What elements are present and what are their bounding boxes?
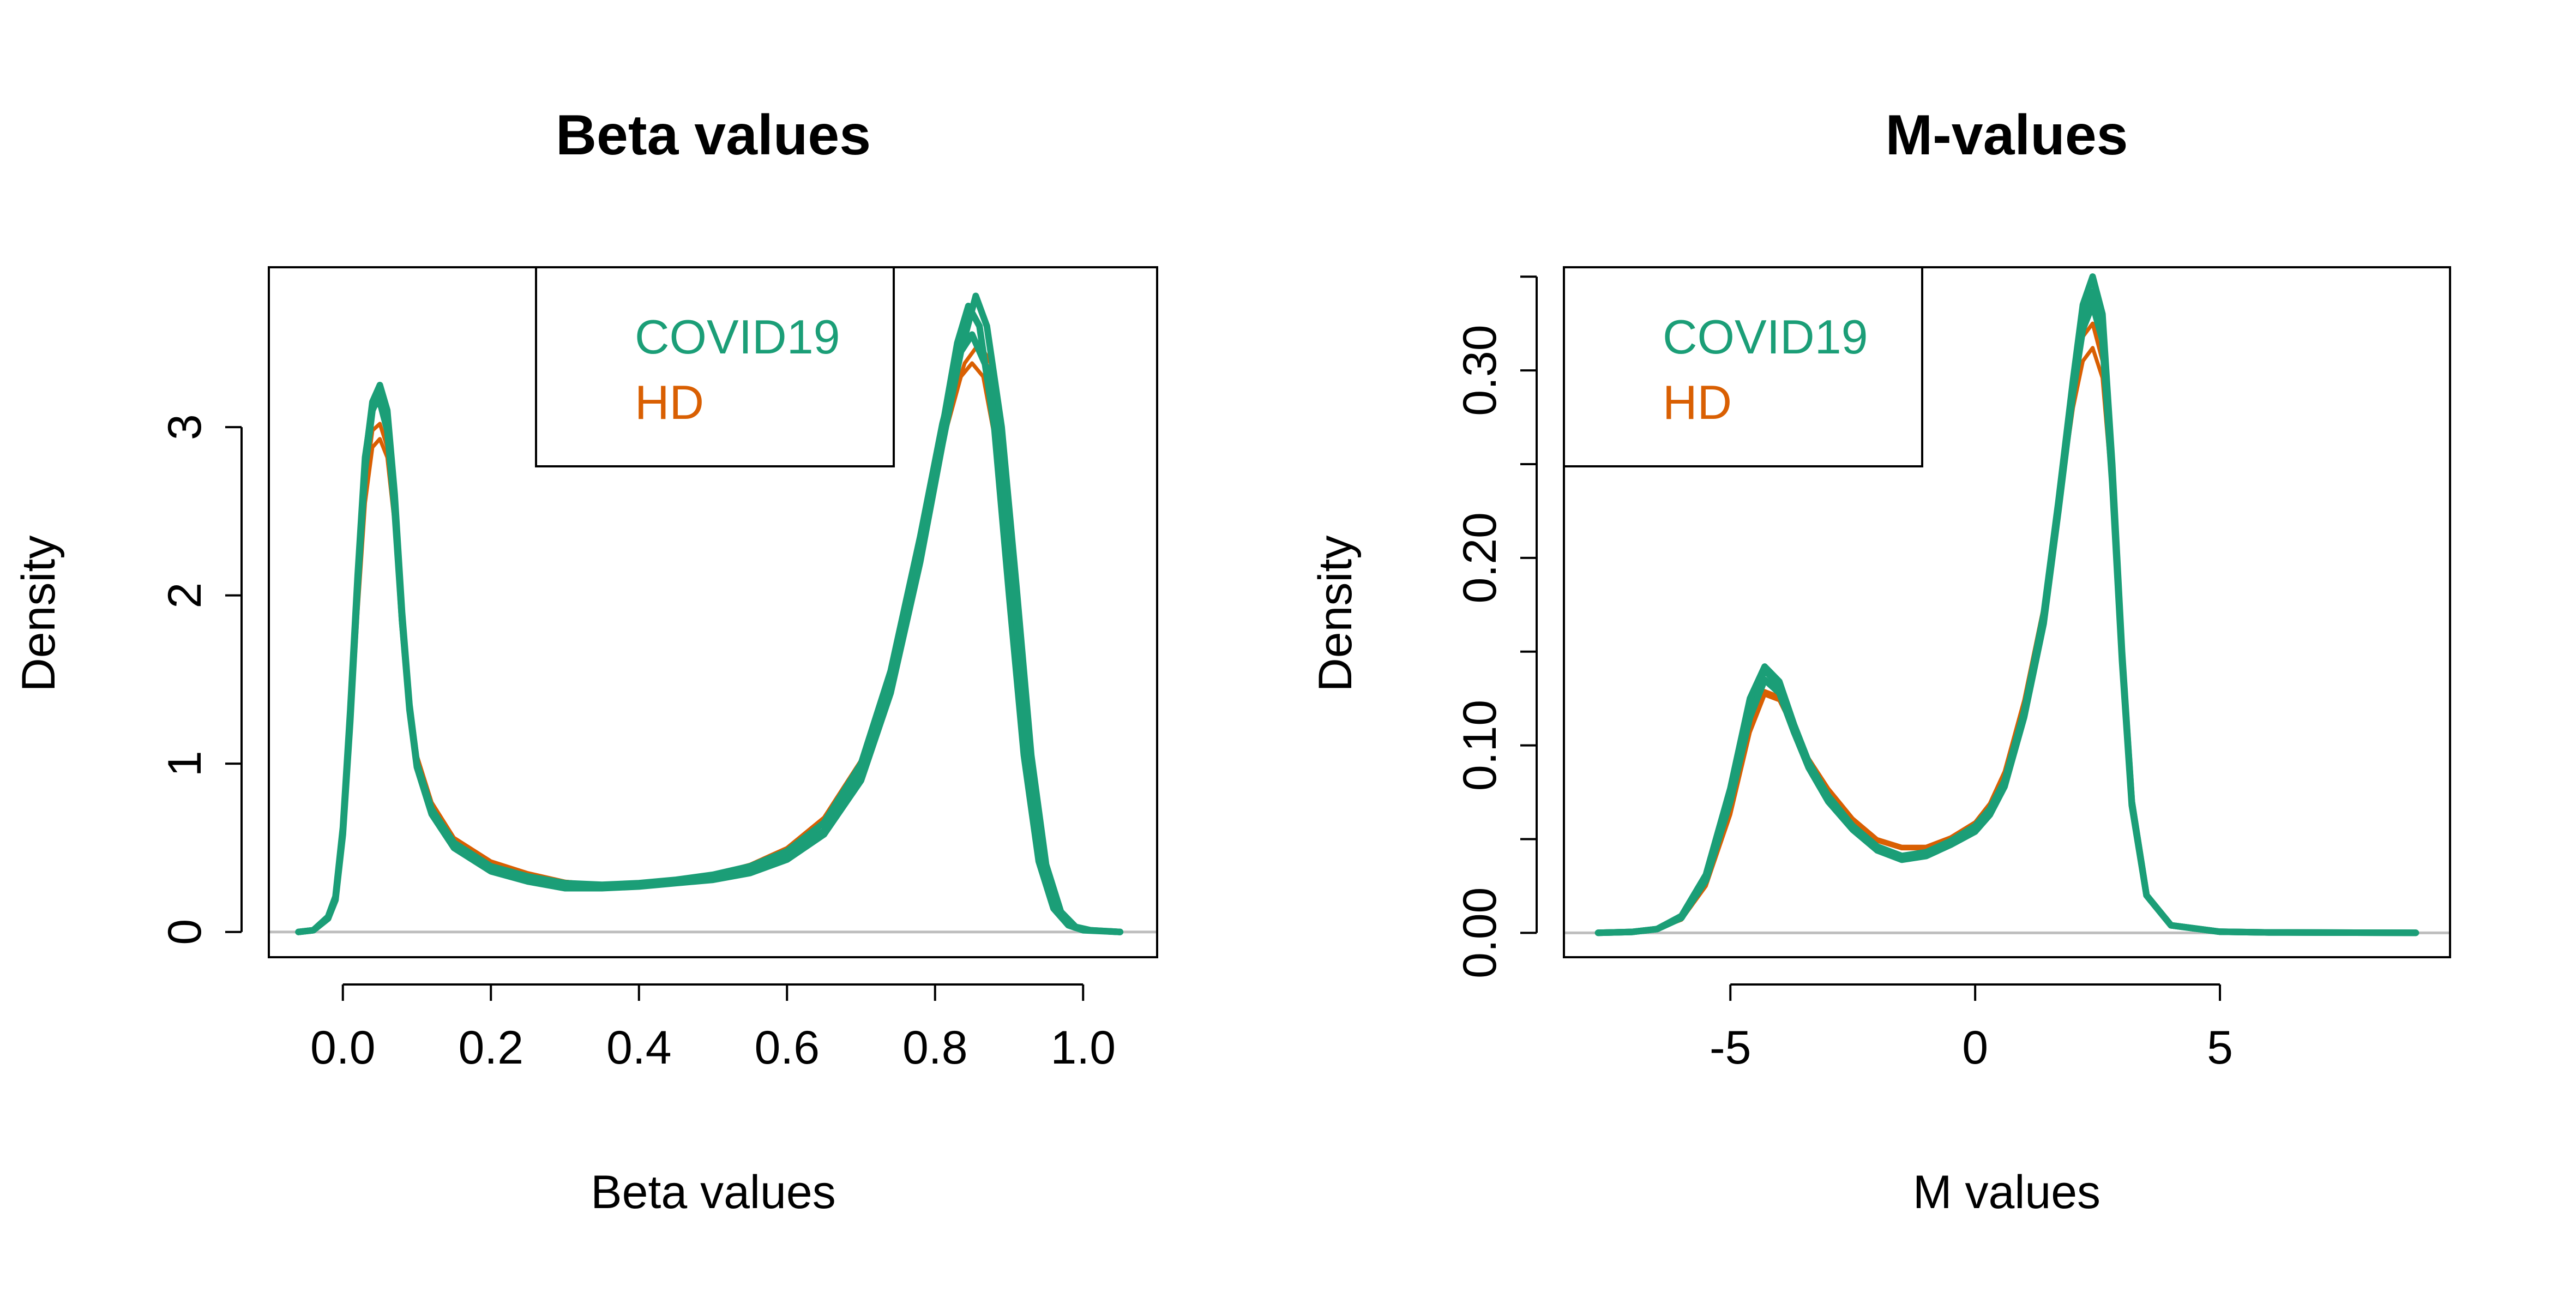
y-tick-label: 1 [159, 750, 211, 777]
y-tick-label: 3 [159, 414, 211, 440]
legend: COVID19 HD [535, 266, 895, 467]
y-tick-label: 2 [159, 583, 211, 609]
x-tick-label: 5 [2207, 1022, 2233, 1074]
axes: -5 0 5 0.00 0.10 0.20 0.30 [1454, 266, 2451, 1074]
x-axis-label: M values [1913, 1166, 2100, 1218]
legend-entry-covid19: COVID19 [1663, 310, 1868, 364]
x-tick-label: 0.2 [458, 1022, 523, 1074]
y-tick-label: 0.10 [1454, 700, 1506, 791]
density-curves [269, 292, 1157, 935]
plot-frame [1563, 266, 2451, 958]
x-tick-label: -5 [1710, 1022, 1751, 1074]
covid19-density-line-2 [1594, 288, 2419, 936]
y-tick-label: 0.00 [1454, 887, 1506, 978]
y-tick-label: 0.20 [1454, 512, 1506, 603]
legend: COVID19 HD [1563, 266, 1923, 467]
x-tick-label: 0.6 [754, 1022, 820, 1074]
y-tick-label: 0 [159, 919, 211, 945]
legend-entry-hd: HD [1663, 375, 1732, 429]
legend-box [535, 266, 895, 467]
legend-box [1563, 266, 1923, 467]
y-axis-label: Density [1309, 536, 1362, 692]
m-values-panel: M-values M values Density -5 0 5 0.00 0.10 0.… [1309, 104, 2451, 1218]
covid19-density-line-2 [295, 331, 1124, 935]
x-tick-label: 0 [1962, 1022, 1988, 1074]
legend-entry-hd: HD [635, 375, 704, 429]
y-tick-label: 0.30 [1454, 325, 1506, 416]
x-tick-label: 0.8 [902, 1022, 968, 1074]
x-axis-label: Beta values [591, 1166, 835, 1218]
axes: 0.0 0.2 0.4 0.6 0.8 1.0 0 1 2 3 [159, 266, 1158, 1074]
y-axis-label: Density [13, 536, 65, 692]
density-curves [1564, 273, 2450, 936]
x-tick-label: 0.0 [310, 1022, 376, 1074]
chart-title: M-values [1885, 104, 2128, 167]
chart-title: Beta values [556, 104, 871, 167]
beta-values-panel: Beta values Beta values Density 0.0 0.2 0.… [13, 104, 1158, 1218]
legend-entry-covid19: COVID19 [635, 310, 840, 364]
x-tick-label: 1.0 [1050, 1022, 1116, 1074]
x-tick-label: 0.4 [606, 1022, 672, 1074]
